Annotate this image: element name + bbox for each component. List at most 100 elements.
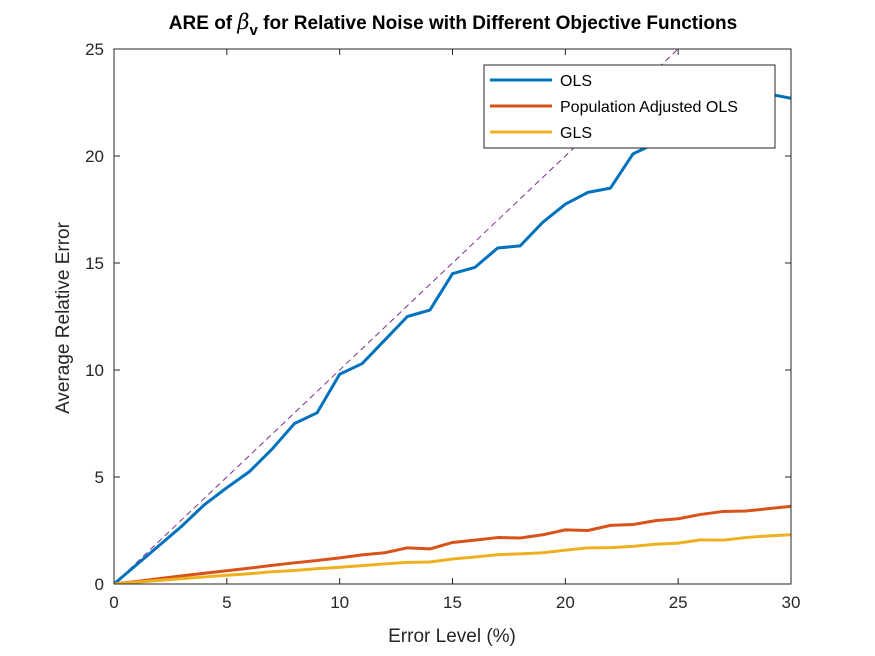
data-point-gls: [383, 562, 386, 565]
data-point-gls: [677, 542, 680, 545]
x-tick-label: 0: [109, 593, 118, 612]
data-point-ols: [474, 266, 477, 269]
y-tick-label: 20: [85, 147, 104, 166]
data-point-gls: [180, 577, 183, 580]
data-point-population-adjusted-ols: [586, 529, 589, 532]
data-point-population-adjusted-ols: [677, 517, 680, 520]
y-tick-label: 5: [95, 468, 104, 487]
title-symbol: β: [236, 10, 249, 34]
data-point-gls: [699, 538, 702, 541]
data-point-population-adjusted-ols: [451, 541, 454, 544]
data-point-ols: [338, 373, 341, 376]
data-point-gls: [406, 561, 409, 564]
legend-label-ols: OLS: [560, 73, 592, 90]
data-point-ols: [496, 247, 499, 250]
data-point-gls: [722, 539, 725, 542]
data-point-population-adjusted-ols: [744, 510, 747, 513]
series-line-gls: [114, 533, 791, 584]
data-point-gls: [338, 566, 341, 569]
data-point-ols: [180, 525, 183, 528]
data-point-population-adjusted-ols: [564, 528, 567, 531]
data-point-population-adjusted-ols: [383, 551, 386, 554]
y-axis-label: Average Relative Error: [53, 221, 74, 414]
plot-area: 0 5 10 15 20 25 30 0 5 10 15 20 25: [85, 40, 800, 612]
data-point-gls: [564, 549, 567, 552]
data-point-population-adjusted-ols: [361, 553, 364, 556]
data-point-population-adjusted-ols: [474, 539, 477, 542]
ticks-layer: 0 5 10 15 20 25 30 0 5 10 15 20 25: [85, 40, 800, 612]
data-point-population-adjusted-ols: [428, 547, 431, 550]
data-point-gls: [744, 536, 747, 539]
data-point-ols: [248, 470, 251, 473]
x-tick-label: 10: [330, 593, 349, 612]
data-point-ols: [564, 203, 567, 206]
legend: OLS Population Adjusted OLS GLS: [483, 64, 776, 149]
data-point-gls: [135, 581, 138, 584]
data-point-ols: [632, 152, 635, 155]
x-tick-label: 25: [669, 593, 688, 612]
data-point-ols: [383, 339, 386, 342]
y-tick-label: 0: [95, 575, 104, 594]
data-point-population-adjusted-ols: [225, 569, 228, 572]
data-point-gls: [654, 543, 657, 546]
data-point-population-adjusted-ols: [496, 536, 499, 539]
data-point-ols: [519, 244, 522, 247]
data-point-gls: [496, 553, 499, 556]
legend-label-gls: GLS: [560, 125, 592, 142]
data-point-gls: [632, 545, 635, 548]
title-subscript: v: [250, 22, 259, 39]
data-point-population-adjusted-ols: [316, 559, 319, 562]
data-point-gls: [428, 560, 431, 563]
data-point-gls: [293, 569, 296, 572]
x-tick-label: 15: [443, 593, 462, 612]
y-tick-label: 15: [85, 254, 104, 273]
data-point-ols: [406, 315, 409, 318]
data-point-population-adjusted-ols: [767, 507, 770, 510]
data-point-ols: [428, 309, 431, 312]
data-point-ols: [270, 448, 273, 451]
data-point-population-adjusted-ols: [270, 564, 273, 567]
data-point-population-adjusted-ols: [519, 536, 522, 539]
data-point-population-adjusted-ols: [203, 572, 206, 575]
data-point-population-adjusted-ols: [609, 524, 612, 527]
data-point-population-adjusted-ols: [338, 556, 341, 559]
data-point-gls: [158, 579, 161, 582]
data-point-ols: [135, 563, 138, 566]
data-point-gls: [541, 551, 544, 554]
data-point-population-adjusted-ols: [541, 533, 544, 536]
x-axis-label: Error Level (%): [388, 626, 516, 647]
data-point-gls: [270, 570, 273, 573]
x-tick-label: 20: [556, 593, 575, 612]
data-point-ols: [361, 362, 364, 365]
title-prefix: ARE of: [169, 13, 238, 34]
data-point-gls: [519, 552, 522, 555]
data-point-population-adjusted-ols: [293, 561, 296, 564]
data-point-ols: [586, 191, 589, 194]
x-tick-label: 30: [782, 593, 801, 612]
data-point-gls: [316, 567, 319, 570]
data-point-population-adjusted-ols: [654, 519, 657, 522]
data-point-gls: [451, 557, 454, 560]
data-point-gls: [474, 556, 477, 559]
data-point-gls: [203, 575, 206, 578]
data-point-population-adjusted-ols: [722, 510, 725, 513]
data-point-ols: [158, 544, 161, 547]
data-point-gls: [225, 574, 228, 577]
x-tick-label: 5: [222, 593, 231, 612]
data-point-ols: [316, 411, 319, 414]
data-point-population-adjusted-ols: [699, 513, 702, 516]
data-point-population-adjusted-ols: [248, 567, 251, 570]
y-tick-label: 10: [85, 361, 104, 380]
title-suffix: for Relative Noise with Different Object…: [258, 13, 737, 34]
data-point-gls: [609, 546, 612, 549]
data-point-population-adjusted-ols: [632, 523, 635, 526]
data-point-gls: [248, 572, 251, 575]
chart-title: ARE of βv for Relative Noise with Differ…: [169, 10, 737, 39]
series-line-population-adjusted-ols: [114, 504, 791, 584]
data-point-gls: [361, 564, 364, 567]
data-point-ols: [225, 486, 228, 489]
legend-label-population-adjusted-ols: Population Adjusted OLS: [560, 99, 738, 116]
data-point-population-adjusted-ols: [406, 546, 409, 549]
data-point-ols: [451, 272, 454, 275]
